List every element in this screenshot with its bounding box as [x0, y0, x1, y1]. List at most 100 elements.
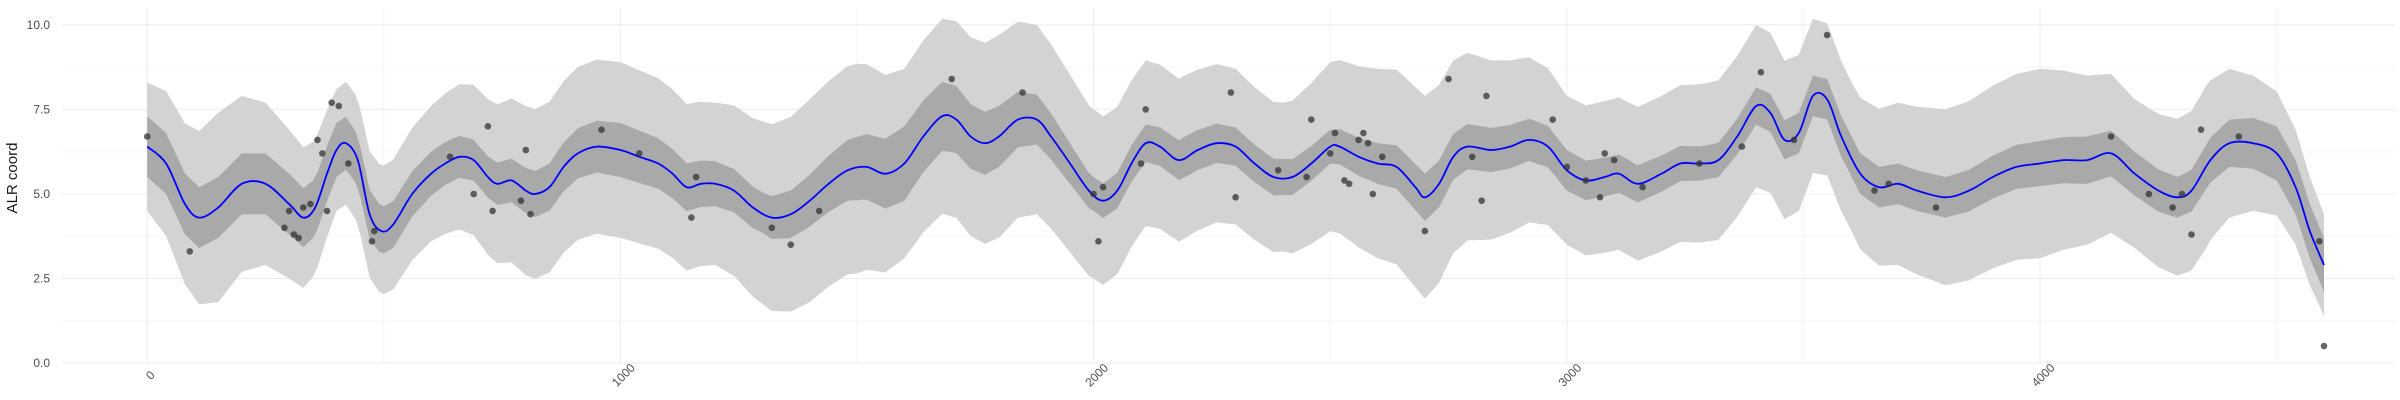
observation-point: [319, 150, 326, 157]
observation-point: [1738, 143, 1746, 150]
mean-curve-layer: [146, 91, 2325, 266]
observation-point: [1303, 173, 1310, 181]
observation-point: [295, 234, 302, 242]
observation-point: [1274, 167, 1282, 174]
observation-point: [1360, 129, 1367, 137]
observation-point: [1468, 153, 1476, 161]
observation-point: [1563, 163, 1571, 171]
observation-point: [1696, 160, 1703, 167]
observation-point: [1308, 116, 1315, 123]
observation-point: [345, 160, 352, 167]
observation-point: [1019, 89, 1026, 96]
y-axis-ticks: 0.0 2.5 5.0 7.5 10.0: [27, 18, 51, 370]
observation-point: [517, 197, 525, 204]
observation-point: [522, 146, 530, 154]
y-tick-label: 7.5: [33, 102, 50, 116]
observation-point: [1885, 180, 1892, 188]
y-axis-title: ALR coord: [4, 143, 21, 214]
x-tick-label: 1000: [609, 360, 638, 389]
observation-point: [1090, 190, 1097, 198]
observation-point: [328, 99, 336, 106]
observation-point: [1099, 183, 1107, 191]
observation-point: [1757, 68, 1765, 76]
observation-point: [470, 190, 478, 198]
observation-point: [787, 241, 795, 248]
x-tick-label: 0: [143, 368, 158, 383]
observation-point: [489, 207, 496, 215]
x-tick-label: 4000: [2029, 361, 2058, 390]
observation-point: [1478, 197, 1485, 204]
observation-point: [143, 133, 151, 140]
observation-point: [314, 136, 321, 144]
observation-point: [335, 102, 343, 110]
y-tick-label: 5.0: [33, 187, 50, 201]
observation-point: [484, 123, 492, 130]
observation-point: [1095, 238, 1102, 245]
observation-point: [368, 238, 376, 245]
observation-point: [1421, 227, 1429, 235]
observation-point: [636, 150, 643, 157]
observation-point: [1596, 194, 1604, 201]
observation-point: [1137, 160, 1145, 167]
observation-point: [2188, 231, 2195, 238]
observation-point: [1345, 180, 1353, 188]
y-tick-label: 0.0: [33, 356, 50, 370]
observation-point: [1871, 187, 1878, 194]
observation-point: [1445, 75, 1452, 83]
observation-point: [1364, 139, 1372, 147]
observation-point: [768, 224, 776, 232]
observation-point: [1790, 136, 1798, 144]
observation-point: [2197, 126, 2205, 133]
observation-point: [290, 231, 298, 238]
observation-point: [1483, 92, 1490, 100]
observation-point: [1932, 204, 1940, 211]
observation-point: [371, 227, 378, 235]
observation-point: [2235, 133, 2243, 140]
y-tick-label: 2.5: [33, 271, 50, 285]
observation-point: [2145, 190, 2153, 198]
inner-band: [147, 75, 2325, 292]
observation-point: [1355, 136, 1362, 144]
observation-point: [1601, 150, 1608, 157]
observation-point: [1369, 190, 1377, 198]
observation-point: [598, 126, 605, 133]
observation-point: [527, 210, 534, 218]
observation-point: [1823, 31, 1831, 39]
mean-curve: [146, 91, 2325, 266]
observation-point: [2107, 133, 2115, 140]
x-tick-label: 3000: [1556, 361, 1585, 390]
observation-point: [692, 173, 700, 181]
observation-point: [948, 75, 955, 83]
observation-point: [300, 204, 307, 211]
y-tick-label: 10.0: [27, 18, 51, 32]
observation-point: [2316, 238, 2323, 245]
observation-point: [1639, 183, 1646, 191]
outer-band: [147, 18, 2325, 316]
observation-point: [281, 224, 288, 232]
x-axis-ticks: 0 1000 2000 3000 4000: [143, 360, 2058, 389]
observation-points: [143, 31, 2328, 350]
observation-point: [688, 214, 695, 221]
confidence-bands: [147, 18, 2325, 316]
observation-point: [1142, 106, 1149, 113]
x-tick-label: 2000: [1082, 360, 1111, 389]
observation-point: [186, 248, 194, 255]
observation-point: [1610, 156, 1618, 164]
observation-point: [1326, 150, 1334, 157]
observation-point: [1549, 116, 1556, 123]
observation-point: [815, 207, 823, 215]
observation-point: [2178, 190, 2186, 198]
observation-point: [285, 207, 293, 215]
observation-point: [2169, 204, 2176, 211]
observation-point: [307, 200, 314, 208]
observation-point: [1341, 177, 1348, 184]
observation-point: [1227, 89, 1235, 96]
observation-point: [323, 207, 331, 215]
observation-point: [1379, 153, 1386, 161]
observation-point: [1582, 177, 1590, 184]
observation-point: [1331, 129, 1339, 137]
observation-point: [1232, 194, 1239, 201]
observation-point: [446, 153, 454, 161]
observation-point: [2320, 342, 2328, 350]
